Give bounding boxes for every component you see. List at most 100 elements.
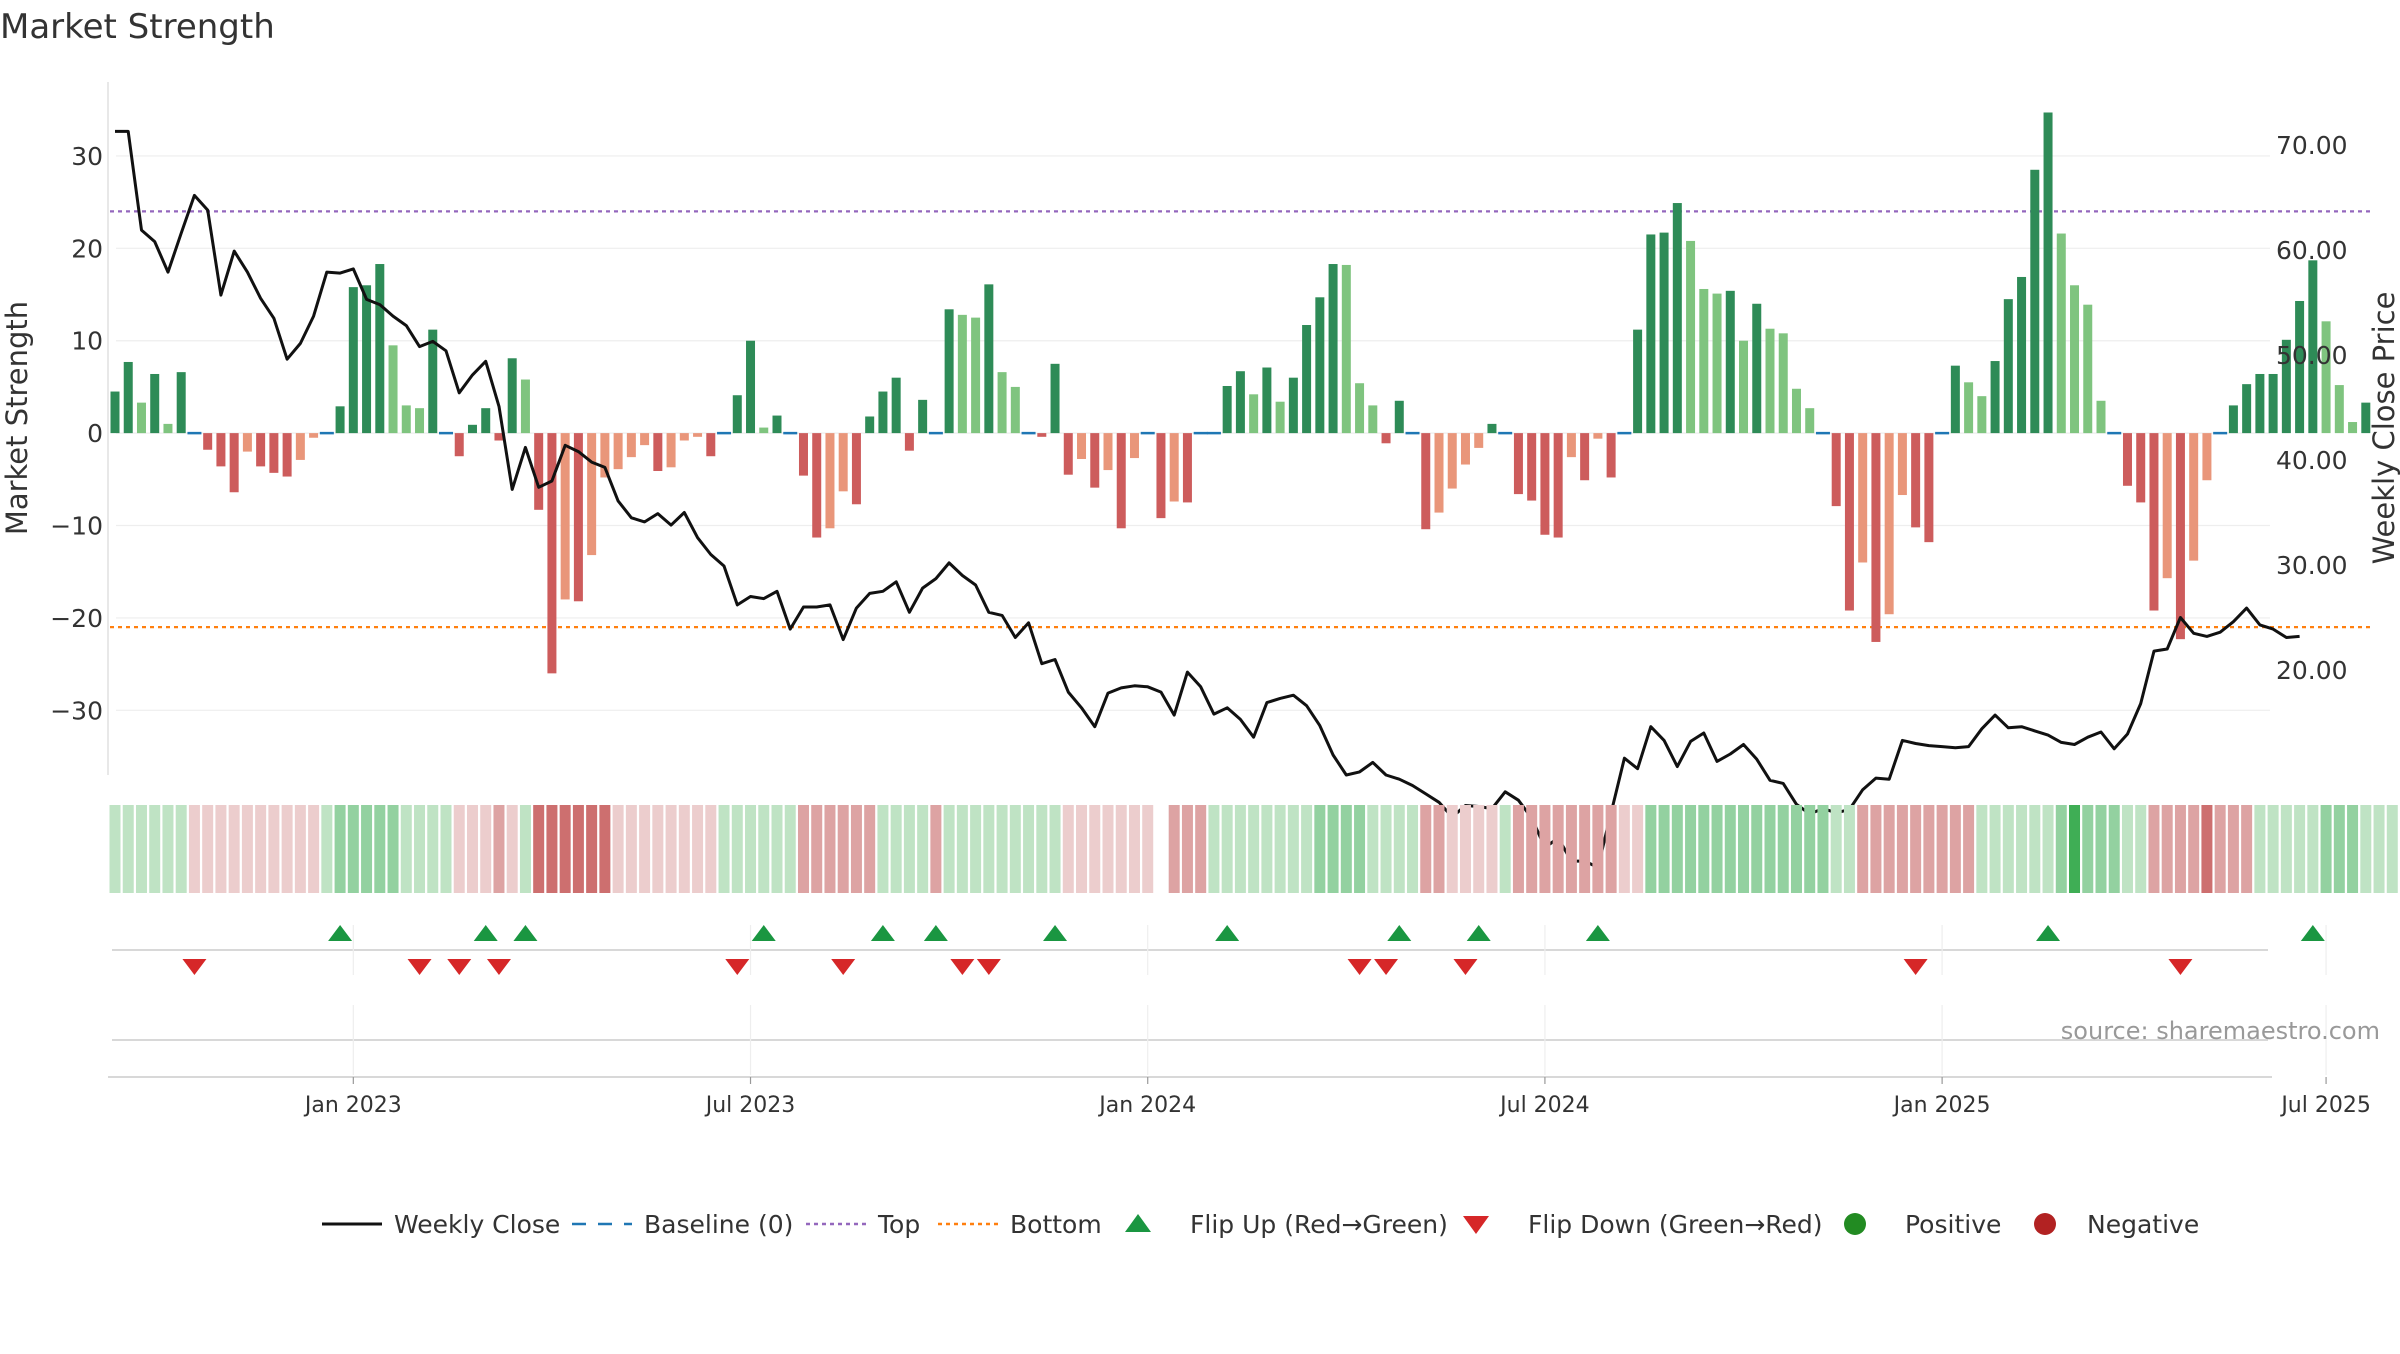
heatmap-cell [334,805,346,893]
legend-swatch-negative [2034,1213,2056,1235]
strength-bar [375,264,385,434]
reference-lines [110,210,2371,629]
heatmap-cell [1777,805,1789,893]
heatmap-cell [612,805,624,893]
strength-bar [1659,232,1669,434]
heatmap-cell [1354,805,1366,893]
heatmap-cell [162,805,174,893]
heatmap-cell [903,805,915,893]
strength-bar [1182,433,1192,503]
heatmap-cell [1936,805,1948,893]
heatmap-cell [996,805,1008,893]
heatmap-cell [1142,805,1154,893]
strength-bar [1606,433,1616,478]
heatmap-cell [1128,805,1140,893]
strength-bar [1712,293,1722,434]
heatmap-cell [692,805,704,893]
strength-bar [1990,361,2000,434]
strength-bar [573,433,583,602]
heatmap-cell [2360,805,2372,893]
strength-bar [1474,433,1484,448]
y-axis-label-left: Market Strength [0,301,34,535]
strength-bar [679,433,689,441]
heatmap-cell [824,805,836,893]
date-tick-label: Jan 2025 [1892,1093,1991,1118]
strength-bar [1421,433,1431,530]
strength-bar [918,399,928,434]
strength-bar [123,361,133,434]
date-tick-label: Jan 2023 [303,1093,402,1118]
strength-bar [693,433,703,437]
heatmap-cell [400,805,412,893]
heatmap-cell [427,805,439,893]
heatmap-cell [864,805,876,893]
heatmap-cell [1870,805,1882,893]
strength-bar [2268,373,2278,434]
strength-bar [2083,304,2093,434]
strength-bar [560,433,570,600]
strength-bar [1791,388,1801,434]
heatmap-cell [202,805,214,893]
strength-bar [1328,264,1338,434]
heatmap-cell [1393,805,1405,893]
strength-bar [587,433,597,556]
heatmap-cell [506,805,518,893]
strength-bar [309,433,319,438]
strength-bar [1672,203,1682,434]
strength-bar [1765,328,1775,434]
strength-bar [772,415,782,434]
heatmap-cell [1790,805,1802,893]
strength-bar [2017,276,2027,434]
flip-up-marker [1215,925,1240,941]
strength-bar [2348,422,2358,434]
heatmap-cell [2055,805,2067,893]
strength-bar [653,433,663,472]
y-tick-label-left: −10 [50,512,103,541]
heatmap-cell [2069,805,2081,893]
heatmap-cell [546,805,558,893]
legend-label: Bottom [1010,1210,1102,1239]
heatmap-cell [1857,805,1869,893]
strength-bar [1222,385,1232,434]
strength-bar [1513,433,1523,495]
heatmap-cell [2280,805,2292,893]
strength-bar [1593,433,1603,439]
heatmap-cell [2174,805,2186,893]
heatmap-cell [2016,805,2028,893]
heatmap-cell [1817,805,1829,893]
heatmap-cell [440,805,452,893]
heatmap-cell [241,805,253,893]
strength-bar [746,340,756,434]
strength-bar [2189,433,2199,561]
strength-bar [2361,402,2371,434]
heatmap-cell [731,805,743,893]
heatmap-cell [2386,805,2398,893]
strength-bar [520,379,530,434]
legend-swatch-flip-up [1125,1214,1151,1232]
flip-up-marker [1387,925,1412,941]
flip-down-marker [831,959,856,975]
source-label: source: sharemaestro.com [2061,1017,2380,1045]
heatmap-cell [2373,805,2385,893]
strength-bar [481,408,491,434]
heatmap-cell [1261,805,1273,893]
flip-down-marker [1903,959,1928,975]
heatmap-cell [1883,805,1895,893]
strength-bar [666,433,676,468]
strength-bar [878,391,888,434]
strength-bar [1368,405,1378,434]
strength-bar [1355,383,1365,434]
heatmap-cell [1579,805,1591,893]
strength-bar [507,358,517,434]
heatmap-cell [1499,805,1511,893]
strength-bar [798,433,808,476]
date-tick-label: Jul 2023 [704,1093,796,1118]
legend-item-baseline: Baseline (0) [572,1210,793,1239]
strength-bar [1169,433,1179,502]
strength-bar [467,424,477,434]
strength-bar [1699,288,1709,434]
heatmap-cell [1685,805,1697,893]
heatmap-cell [1896,805,1908,893]
heatmap-cell [850,805,862,893]
strength-bar [2070,285,2080,434]
